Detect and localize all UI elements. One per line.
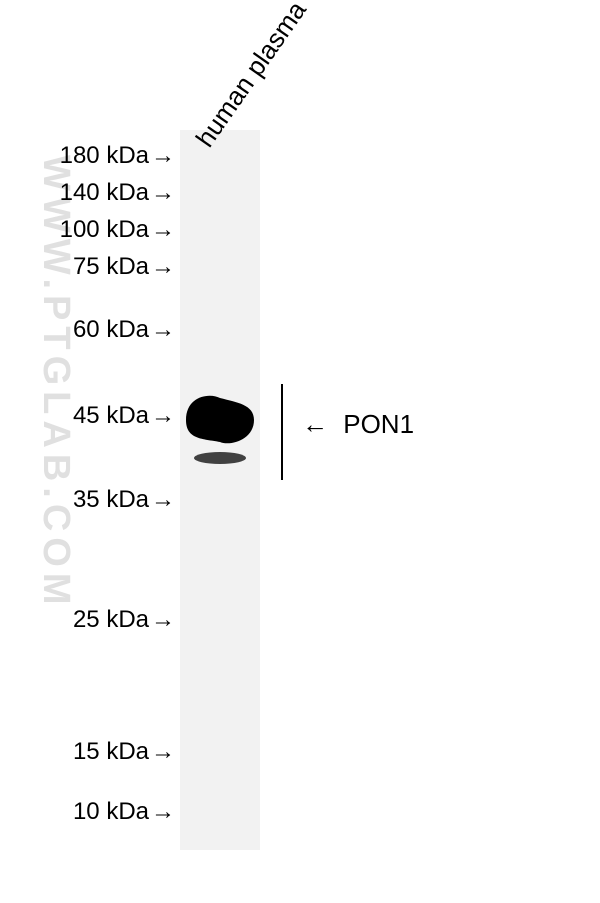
band-label: ← PON1 (302, 409, 414, 440)
blot-bands (0, 0, 600, 903)
mw-marker-label: 45 kDa (73, 402, 149, 429)
mw-marker: 140 kDa→ (60, 179, 175, 207)
blot-band-minor (194, 452, 246, 464)
mw-marker: 15 kDa→ (73, 738, 175, 766)
mw-marker: 75 kDa→ (73, 253, 175, 281)
right-arrow-icon: → (151, 798, 175, 825)
right-arrow-icon: → (151, 142, 175, 169)
mw-marker-label: 60 kDa (73, 316, 149, 343)
mw-marker: 45 kDa→ (73, 402, 175, 430)
mw-marker: 100 kDa→ (60, 216, 175, 244)
mw-marker: 60 kDa→ (73, 316, 175, 344)
left-arrow-icon: ← (302, 409, 328, 440)
right-arrow-icon: → (151, 179, 175, 206)
right-arrow-icon: → (151, 316, 175, 343)
right-arrow-icon: → (151, 402, 175, 429)
right-arrow-icon: → (151, 253, 175, 280)
mw-marker: 180 kDa→ (60, 142, 175, 170)
mw-marker-label: 100 kDa (60, 216, 149, 243)
blot-band-main (186, 396, 254, 444)
right-arrow-icon: → (151, 216, 175, 243)
mw-marker: 10 kDa→ (73, 798, 175, 826)
mw-marker: 25 kDa→ (73, 606, 175, 634)
mw-marker-label: 15 kDa (73, 738, 149, 765)
mw-marker-label: 140 kDa (60, 179, 149, 206)
mw-marker: 35 kDa→ (73, 486, 175, 514)
right-arrow-icon: → (151, 486, 175, 513)
band-bracket (281, 384, 283, 480)
mw-marker-label: 10 kDa (73, 798, 149, 825)
mw-marker-label: 25 kDa (73, 606, 149, 633)
mw-marker-label: 180 kDa (60, 142, 149, 169)
mw-marker-label: 75 kDa (73, 253, 149, 280)
right-arrow-icon: → (151, 606, 175, 633)
band-label-text: PON1 (343, 409, 414, 439)
mw-marker-label: 35 kDa (73, 486, 149, 513)
right-arrow-icon: → (151, 738, 175, 765)
western-blot-figure: WWW.PTGLAB.COM human plasma 180 kDa→140 … (0, 0, 600, 903)
